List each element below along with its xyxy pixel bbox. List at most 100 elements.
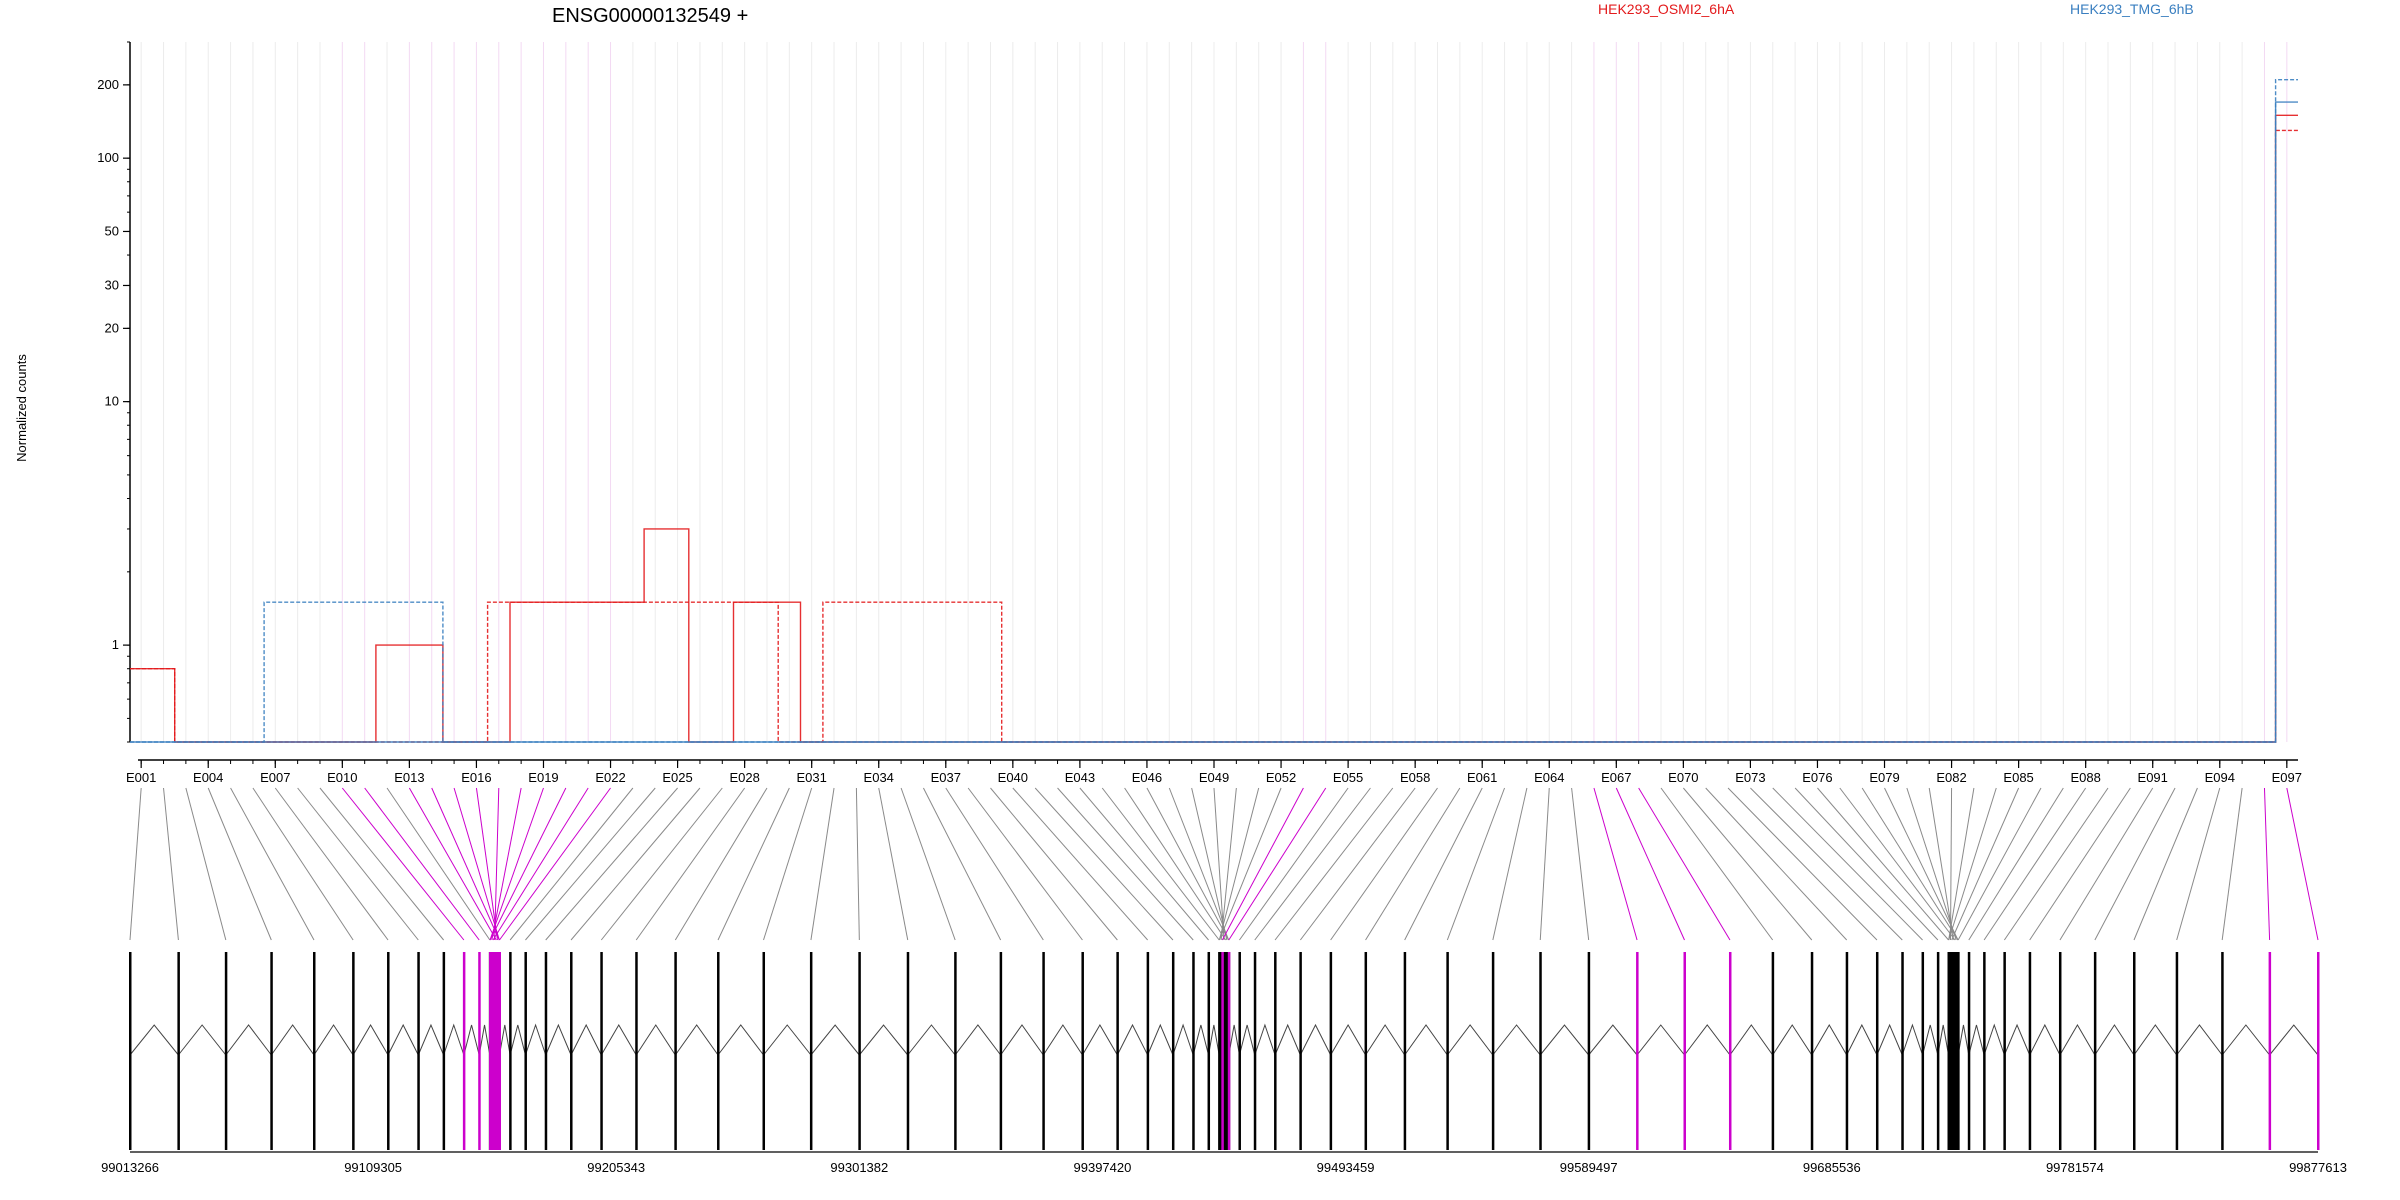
exon-bar [2133, 952, 2136, 1150]
exon-connector [1220, 787, 1237, 941]
exon-bar [387, 952, 390, 1150]
exon-bar [1950, 952, 1954, 1150]
exon-tick-label: E049 [1199, 770, 1229, 785]
exon-axis: E001 E004 E007 E010 E013 E016 E019 E022 E025 E028… [126, 759, 2302, 785]
exon-tick-label: E034 [864, 770, 894, 785]
exon-bar [493, 952, 497, 1150]
intron-connector [810, 1024, 860, 1056]
exon-bar [999, 952, 1003, 1150]
exon-connector [408, 787, 497, 941]
exon-connector [2094, 787, 2176, 941]
exon-connector [1101, 787, 1220, 941]
exon-connector [1446, 787, 1506, 941]
exon-bar [635, 952, 638, 1150]
exon-bar [496, 952, 499, 1150]
exon-bar [492, 952, 495, 1150]
exon-bar [1238, 952, 1241, 1150]
exon-bar [417, 952, 420, 1150]
intron-connector [1330, 1024, 1366, 1056]
exon-connector [855, 787, 860, 941]
exon-connector [1404, 787, 1483, 941]
intron-connector [2059, 1024, 2096, 1056]
intron-connector [1876, 1023, 1903, 1056]
exon-connector [230, 787, 315, 941]
intron-connector [478, 1024, 491, 1056]
genomic-tick-label: 99109305 [344, 1160, 402, 1175]
intron-connector [570, 1023, 602, 1056]
y-axis: 1 10 20 30 50 100 200 [97, 41, 131, 743]
intron-connector [1172, 1023, 1194, 1056]
exon-connector [1750, 787, 1903, 941]
legend-entry-osmi2-a: HEK293_OSMI2_6hA [1598, 1, 1735, 17]
exon-bar [1329, 952, 1333, 1150]
intron-connector [1588, 1024, 1638, 1056]
exon-tick-label: E046 [1132, 770, 1162, 785]
intron-connector [1684, 1024, 1731, 1056]
exon-connector [252, 787, 354, 941]
exon-tick-label: E070 [1668, 770, 1698, 785]
gene-model [129, 952, 2320, 1150]
y-tick-label: 200 [97, 77, 119, 92]
series-lines [130, 79, 2298, 743]
exon-tick-label: E055 [1333, 770, 1363, 785]
exon-connector [1950, 787, 1953, 941]
exon-connector-lines [129, 787, 2319, 941]
intron-connector [178, 1024, 227, 1056]
exon-tick-label: E022 [595, 770, 625, 785]
intron-connector [417, 1023, 445, 1056]
exon-bar [1446, 952, 1449, 1150]
intron-connector [1846, 1023, 1878, 1056]
intron-connector [313, 1024, 354, 1056]
intron-connector [225, 1024, 272, 1056]
exon-connector [1794, 787, 1939, 941]
exon-connector [1034, 787, 1174, 941]
exon-connector [1012, 787, 1149, 941]
exon-tick-label: E094 [2205, 770, 2235, 785]
intron-connector [1729, 1024, 1774, 1056]
exon-connector [2059, 787, 2154, 941]
exon-connector [1571, 787, 1590, 941]
exon-tick-label: E001 [126, 770, 156, 785]
exon-connector [1218, 787, 1282, 941]
y-tick-label: 50 [105, 223, 119, 238]
exon-connector [1593, 787, 1638, 941]
intron-connector [907, 1024, 956, 1056]
exon-bar [906, 952, 910, 1150]
intron-connector [674, 1024, 719, 1056]
exon-bar [1192, 952, 1195, 1150]
genomic-tick-label: 99781574 [2046, 1160, 2104, 1175]
intron-connector [1446, 1024, 1494, 1056]
exon-tick-label: E040 [998, 770, 1028, 785]
exon-connector [990, 787, 1118, 941]
exon-connector [489, 787, 567, 941]
exon-connector [967, 787, 1083, 941]
genomic-tick-label: 99589497 [1560, 1160, 1618, 1175]
exon-bar [1223, 952, 1226, 1150]
exon-tick-label: E010 [327, 770, 357, 785]
exon-connector [2133, 787, 2198, 941]
exon-bar [1299, 952, 1302, 1150]
exon-connector [1146, 787, 1230, 941]
y-tick-label: 100 [97, 150, 119, 165]
exon-bar [1983, 952, 1986, 1150]
exon-tick-label: E019 [528, 770, 558, 785]
exon-bar [544, 952, 548, 1150]
exon-bar [1921, 952, 1925, 1150]
intron-connector [509, 1024, 526, 1056]
intron-connector [1492, 1024, 1541, 1056]
intron-connector [1365, 1024, 1406, 1056]
intron-connector [1042, 1024, 1083, 1056]
exon-connector [2003, 787, 2109, 941]
exon-tick-label: E085 [2003, 770, 2033, 785]
exon-bar [2003, 952, 2006, 1150]
intron-connector [1147, 1023, 1174, 1056]
exon-connector [1772, 787, 1923, 941]
exon-connector [386, 787, 491, 941]
exon-connector [1254, 787, 1371, 941]
exon-connector [945, 787, 1044, 941]
exon-bar [1253, 952, 1257, 1150]
exon-tick-label: E079 [1869, 770, 1899, 785]
exon-connector [1948, 787, 1997, 941]
exon-connector [1168, 787, 1230, 941]
intron-connector [763, 1024, 812, 1056]
